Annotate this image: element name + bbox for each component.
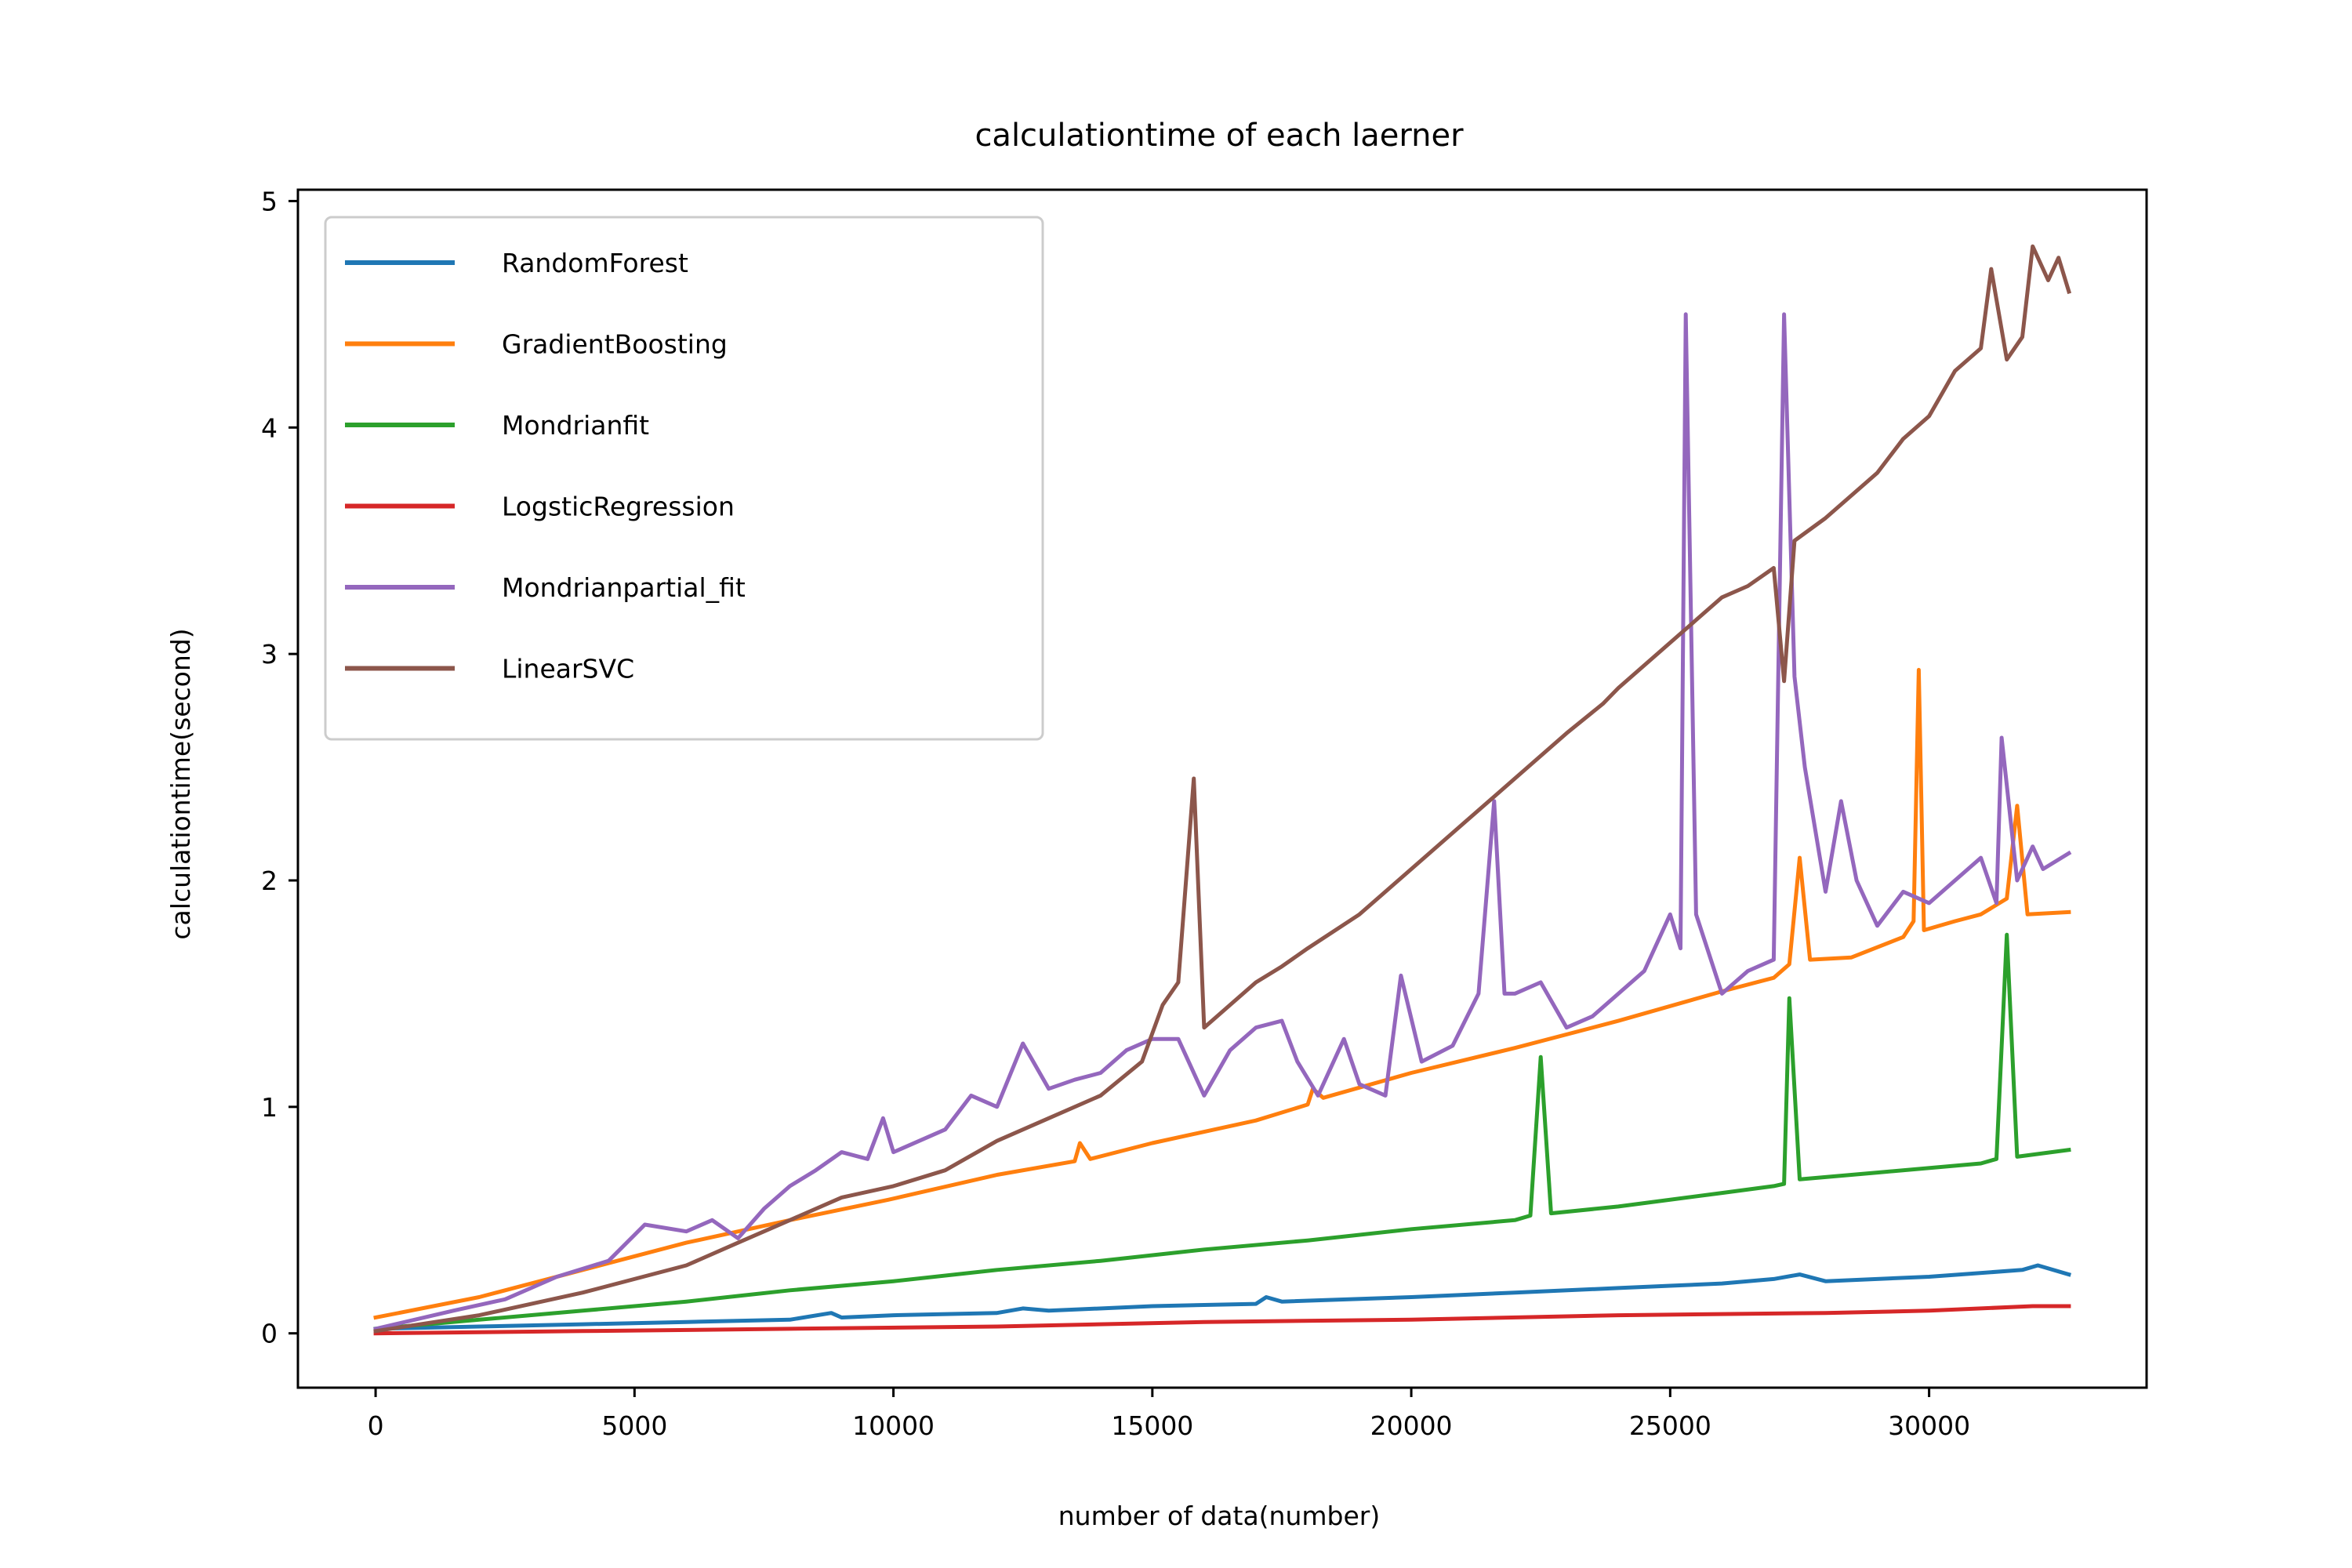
y-tick-label: 4 — [261, 412, 278, 443]
series-line-1 — [373, 667, 2071, 1320]
series-line-3 — [373, 1304, 2071, 1336]
x-tick-label: 15000 — [1111, 1410, 1193, 1441]
x-tick-label: 5000 — [601, 1410, 667, 1441]
chart-title: calculationtime of each laerner — [975, 118, 1464, 154]
series-line-5 — [373, 244, 2072, 1334]
legend-label: RandomForest — [502, 248, 688, 278]
series-layer — [373, 244, 2072, 1336]
y-tick-label: 5 — [261, 186, 278, 216]
x-tick-label: 25000 — [1629, 1410, 1711, 1441]
y-tick-label: 3 — [261, 639, 278, 670]
legend-label: Mondrianpartial_fit — [502, 572, 746, 603]
y-tick-label: 2 — [261, 866, 278, 896]
x-axis-label: number of data(number) — [1058, 1501, 1380, 1531]
y-tick-label: 0 — [261, 1319, 278, 1349]
plot-frame — [296, 188, 2148, 1389]
y-tick-label: 1 — [261, 1092, 278, 1123]
x-axis: 0 5000 10000 15000 20000 25000 30000 — [368, 1388, 1970, 1441]
series-line-0 — [373, 1263, 2072, 1331]
x-tick-label: 0 — [368, 1410, 384, 1441]
x-tick-label: 10000 — [852, 1410, 935, 1441]
legend: RandomForest GradientBoosting Mondrianfit L… — [324, 216, 1044, 741]
series-line-2 — [373, 932, 2071, 1331]
legend-label: GradientBoosting — [502, 329, 728, 360]
y-axis-label: calculationtime(second) — [165, 628, 196, 939]
x-tick-label: 20000 — [1370, 1410, 1453, 1441]
series-line-4 — [373, 312, 2072, 1331]
legend-box — [324, 216, 1044, 741]
x-tick-label: 30000 — [1888, 1410, 1970, 1441]
legend-label: LogsticRegression — [502, 492, 735, 522]
legend-label: LinearSVC — [502, 654, 634, 684]
y-axis: 0 1 2 3 4 5 — [261, 186, 298, 1349]
legend-label: Mondrianfit — [502, 410, 649, 441]
